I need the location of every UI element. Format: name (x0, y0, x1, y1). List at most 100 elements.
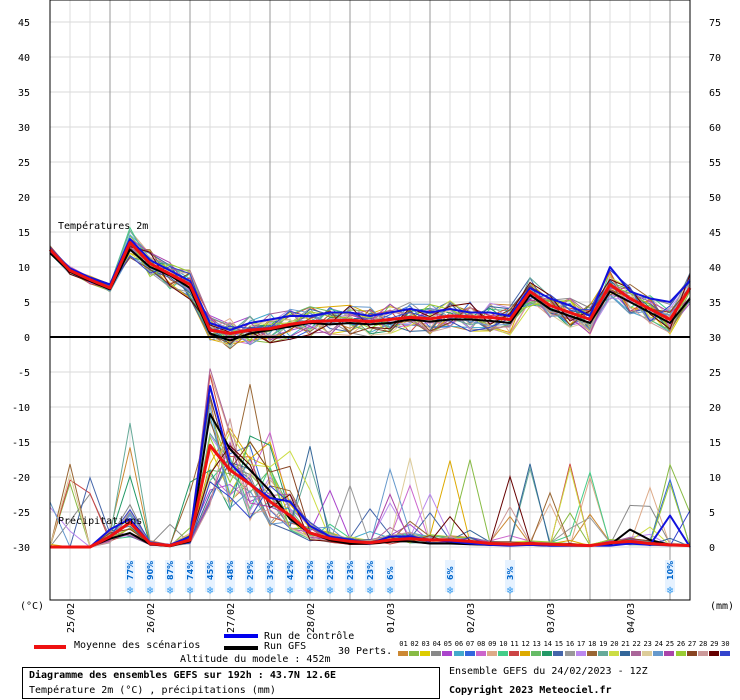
left-tick-label: 0 (24, 333, 30, 344)
snow-prob-bar (225, 560, 235, 592)
left-tick-label: 40 (18, 53, 30, 64)
snowflake-icon: ❄ (127, 584, 134, 597)
member-legend-number: 23 (643, 640, 652, 648)
date-label: 28/02 (306, 603, 317, 633)
legend-perts-label: 30 Perts. (338, 646, 393, 657)
member-legend-number: 25 (665, 640, 675, 648)
right-tick-label: 0 (709, 543, 715, 554)
right-axis-unit: (mm) (710, 601, 734, 612)
snowflake-icon: ❄ (447, 584, 454, 597)
member-legend-item: 05 (442, 640, 453, 656)
plot-frame (49, 0, 691, 601)
legend-control-label: Run de contrôle (264, 631, 355, 642)
left-tick-label: -25 (12, 508, 30, 519)
right-tick-label: 75 (709, 18, 721, 29)
member-legend-swatch (620, 651, 630, 656)
snow-prob-label: 10% (666, 561, 675, 580)
left-tick-label: -30 (12, 543, 30, 554)
date-label: 02/03 (466, 603, 477, 633)
member-legend-item: 09 (486, 640, 498, 656)
member-legend-item: 11 (509, 640, 520, 656)
member-legend-number: 10 (499, 640, 508, 648)
mean-temp-line (48, 241, 692, 335)
member-legend-swatch (642, 651, 653, 656)
member-legend-swatch (553, 651, 564, 656)
member-legend-item: 30 (719, 640, 731, 656)
member-legend-swatch (631, 651, 642, 656)
member-legend-swatch (675, 651, 686, 656)
member-legend-number: 07 (465, 640, 475, 648)
snow-prob-bar (145, 560, 155, 592)
snowflake-icon: ❄ (167, 584, 174, 597)
left-tick-label: -10 (12, 403, 30, 414)
member-legend-item: 23 (642, 640, 653, 656)
member-legend-swatch (520, 651, 531, 656)
left-tick-label: 35 (18, 88, 30, 99)
snow-prob-label: 3% (506, 566, 515, 580)
left-tick-label: 5 (24, 298, 30, 309)
member-legend-number: 03 (421, 640, 430, 648)
legend-control-swatch (224, 634, 258, 638)
snowflake-icon: ❄ (327, 584, 334, 597)
snow-prob-bar (245, 560, 255, 592)
snow-prob-label: 77% (126, 561, 135, 580)
temp-panel-label: Températures 2m (58, 220, 148, 232)
snow-prob-label: 23% (366, 561, 375, 580)
snow-prob-bar (385, 560, 395, 592)
member-temp-line (49, 241, 691, 348)
member-legend-swatch (664, 651, 675, 656)
snow-prob-label: 74% (186, 561, 195, 580)
snow-prob-bar (365, 560, 375, 592)
snow-prob-bar (125, 560, 135, 592)
member-legend-number: 26 (676, 640, 686, 648)
date-label: 03/03 (546, 603, 557, 633)
snow-prob-bar (305, 560, 315, 592)
member-legend-number: 22 (632, 640, 641, 648)
member-legend-item: 08 (475, 640, 487, 656)
right-tick-label: 35 (709, 298, 721, 309)
left-tick-label: 25 (18, 158, 30, 169)
member-legend-number: 16 (565, 640, 575, 648)
member-legend-item: 29 (708, 640, 720, 656)
right-tick-label: 60 (709, 123, 721, 134)
snow-prob-label: 90% (146, 561, 155, 580)
member-legend-swatch (719, 651, 730, 656)
member-legend-item: 27 (686, 640, 698, 656)
member-legend-item: 06 (453, 640, 465, 656)
member-legend-swatch (420, 651, 431, 656)
member-legend-number: 12 (521, 640, 530, 648)
member-legend-item: 17 (575, 640, 587, 656)
left-tick-label: 10 (18, 263, 30, 274)
chart-title: Diagramme des ensembles GEFS sur 192h : … (29, 670, 337, 681)
title-box: Diagramme des ensembles GEFS sur 192h : … (22, 667, 440, 699)
snow-prob-label: 6% (386, 566, 395, 580)
snow-prob-label: 23% (346, 561, 355, 580)
date-label: 27/02 (226, 603, 237, 633)
member-legend-number: 08 (476, 640, 486, 648)
left-tick-label: -20 (12, 473, 30, 484)
right-tick-label: 20 (709, 403, 721, 414)
member-legend-item: 24 (653, 640, 664, 656)
member-legend-swatch (608, 651, 619, 656)
member-legend-swatch (686, 651, 697, 656)
snowflake-icon: ❄ (267, 584, 274, 597)
member-legend-item: 02 (409, 640, 420, 656)
member-legend-number: 21 (621, 640, 630, 648)
member-legend-swatch (497, 651, 508, 656)
snow-prob-label: 32% (266, 561, 275, 580)
date-label: 01/03 (386, 603, 397, 633)
member-legend-item: 20 (608, 640, 620, 656)
snow-prob-bar (185, 560, 195, 592)
member-legend-item: 26 (675, 640, 687, 656)
member-legend-number: 06 (454, 640, 464, 648)
member-legend-item: 22 (631, 640, 642, 656)
snow-prob-label: 87% (166, 561, 175, 580)
member-legend-item: 25 (664, 640, 675, 656)
snow-prob-bar (205, 560, 215, 592)
right-tick-label: 10 (709, 473, 721, 484)
snow-prob-label: 29% (246, 561, 255, 580)
member-legend-swatch (586, 651, 597, 656)
right-tick-label: 45 (709, 228, 721, 239)
snow-prob-bar (665, 560, 675, 592)
